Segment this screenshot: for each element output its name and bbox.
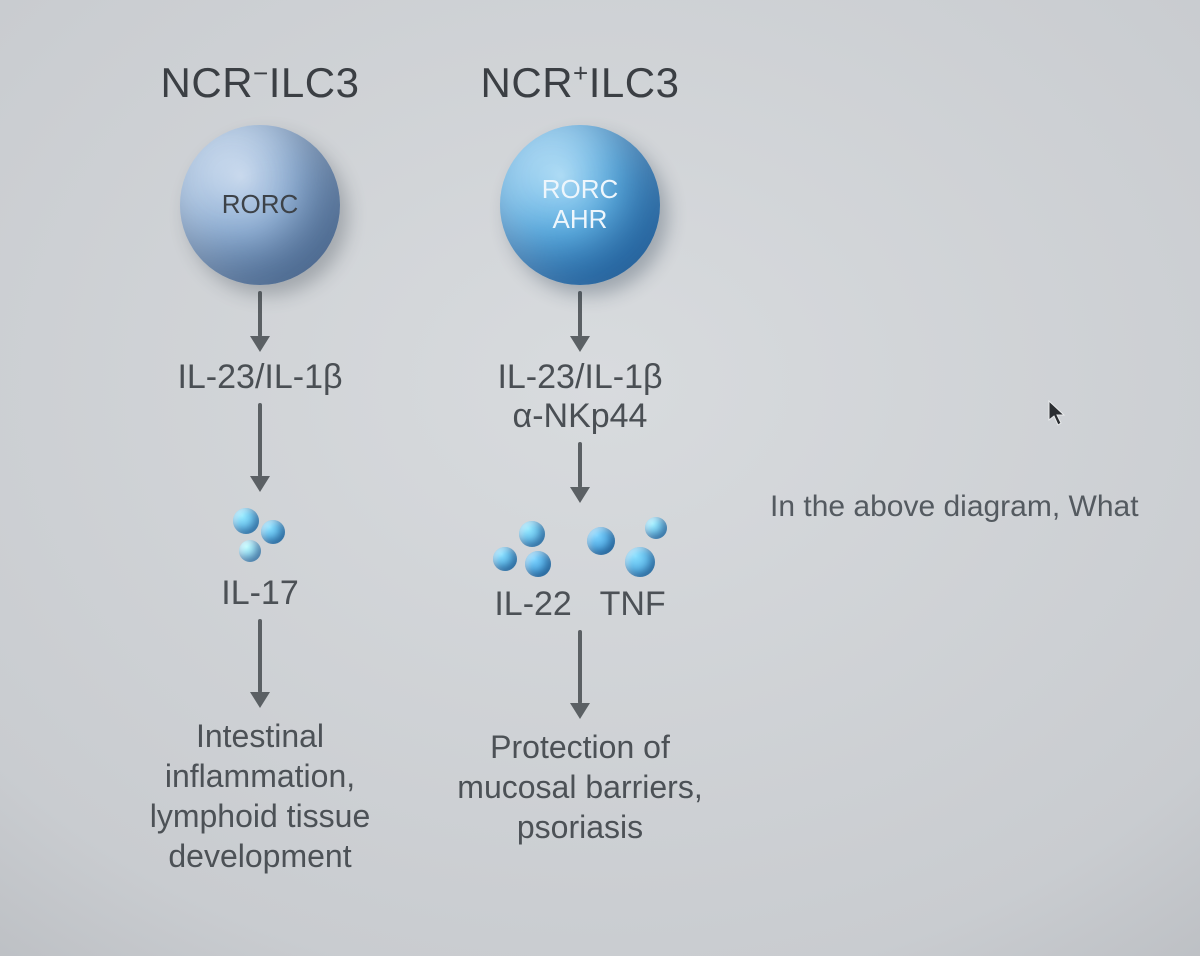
cytokine-dot (233, 508, 259, 534)
cytokine-dot (625, 547, 655, 577)
stimulus-line1: IL-23/IL-1β (497, 358, 662, 396)
stimulus-left: IL-23/IL-1β (177, 358, 342, 397)
cell-ncr-neg: RORC (180, 125, 340, 285)
cell-label: RORC (222, 190, 299, 220)
outcome-line: lymphoid tissue (150, 796, 371, 836)
outcome-line: psoriasis (457, 807, 702, 847)
title-sup: − (253, 58, 269, 88)
outcome-line: Protection of (457, 727, 702, 767)
outcome-line: inflammation, (150, 756, 371, 796)
stimulus-line1: IL-23/IL-1β (177, 358, 342, 396)
cytokine-dots-left (215, 500, 305, 570)
cytokine-label-right: IL-22 TNF (494, 585, 665, 624)
arrow-icon (570, 442, 590, 503)
stimulus-right: IL-23/IL-1β α-NKp44 (497, 358, 662, 436)
question-text: In the above diagram, What (770, 490, 1139, 524)
title-post: ILC3 (589, 59, 680, 106)
cell-label-line1: RORC (222, 189, 299, 219)
title-sup: + (573, 58, 589, 88)
outcome-line: development (150, 836, 371, 876)
title-ncr-neg: NCR−ILC3 (161, 58, 360, 107)
cytokine-dot (525, 551, 551, 577)
arrow-icon (250, 291, 270, 352)
title-pre: NCR (161, 59, 254, 106)
arrow-icon (570, 630, 590, 719)
cell-ncr-pos: RORC AHR (500, 125, 660, 285)
cytokine-dots-right (485, 511, 675, 581)
outcome-right: Protection ofmucosal barriers,psoriasis (457, 727, 702, 847)
column-ncr-pos: NCR+ILC3 RORC AHR IL-23/IL-1β α-NKp44 IL… (420, 0, 740, 847)
cytokine-dot (645, 517, 667, 539)
stimulus-line2: α-NKp44 (513, 397, 648, 435)
cytokine-label-left: IL-17 (221, 574, 299, 613)
arrow-icon (570, 291, 590, 352)
cytokine-dot (239, 540, 261, 562)
title-ncr-pos: NCR+ILC3 (481, 58, 680, 107)
outcome-left: Intestinalinflammation,lymphoid tissuede… (150, 716, 371, 876)
title-pre: NCR (481, 59, 574, 106)
cytokine-dot (519, 521, 545, 547)
cell-label: RORC AHR (542, 175, 619, 235)
cytokine-dot (493, 547, 517, 571)
cytokine-dot (261, 520, 285, 544)
cell-label-line2: AHR (553, 204, 608, 234)
cursor-icon (1048, 400, 1066, 426)
arrow-icon (250, 619, 270, 708)
outcome-line: Intestinal (150, 716, 371, 756)
cytokine-dot (587, 527, 615, 555)
cell-label-line1: RORC (542, 174, 619, 204)
arrow-icon (250, 403, 270, 492)
outcome-line: mucosal barriers, (457, 767, 702, 807)
column-ncr-neg: NCR−ILC3 RORC IL-23/IL-1β IL-17 Intestin… (100, 0, 420, 876)
title-post: ILC3 (269, 59, 360, 106)
